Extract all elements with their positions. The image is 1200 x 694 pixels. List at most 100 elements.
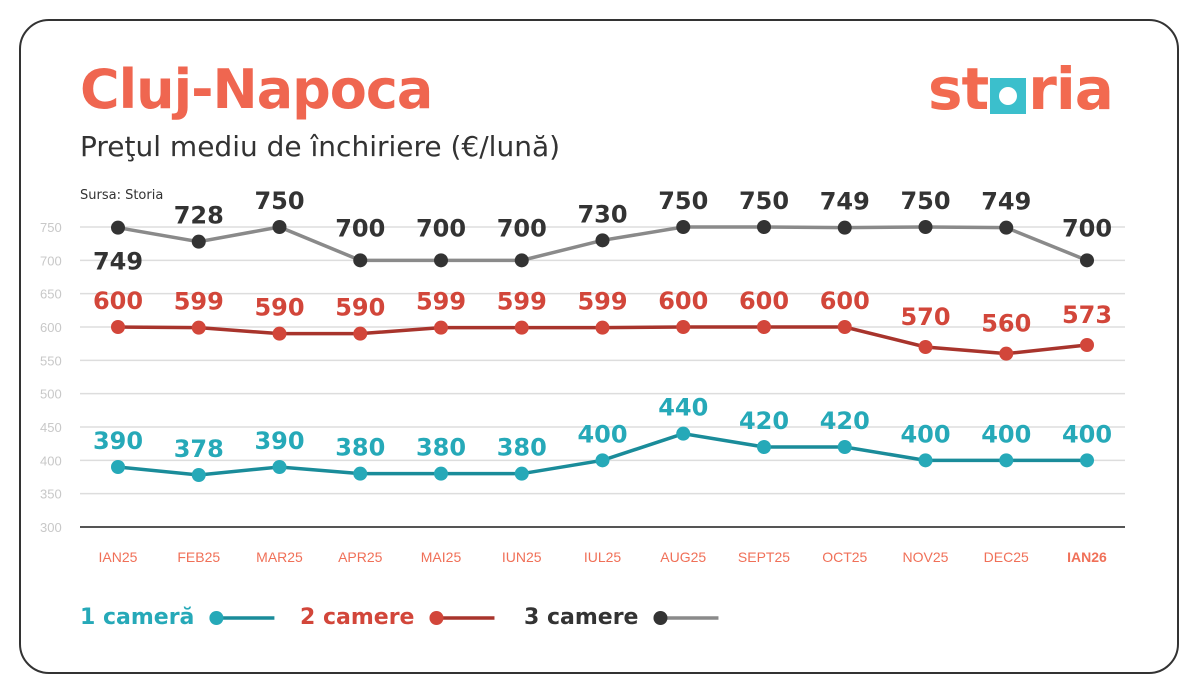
x-tick-label: AUG25 [660, 549, 706, 565]
y-tick-label: 600 [40, 320, 62, 335]
source-note: Sursa: Storia [80, 188, 164, 203]
data-label: 560 [981, 310, 1031, 338]
data-label: 390 [254, 427, 304, 455]
x-tick-label: IUN25 [502, 549, 542, 565]
x-tick-label: OCT25 [822, 549, 867, 565]
y-tick-label: 550 [40, 353, 62, 368]
x-tick-label: IAN25 [99, 549, 138, 565]
data-point [676, 320, 691, 334]
y-tick-label: 700 [40, 253, 62, 268]
data-label: 728 [174, 202, 224, 230]
data-point [595, 453, 610, 468]
data-point [1080, 453, 1094, 468]
legend-marker [209, 611, 224, 625]
data-label: 599 [497, 288, 547, 316]
data-point [837, 320, 852, 334]
data-point [434, 466, 448, 481]
data-label: 400 [577, 420, 627, 448]
x-tick-label: IAN26 [1067, 549, 1107, 565]
data-point [353, 253, 368, 268]
data-point [757, 320, 771, 334]
data-label: 730 [577, 200, 627, 228]
data-label: 420 [820, 407, 870, 435]
data-label: 599 [577, 288, 627, 316]
data-point [434, 320, 448, 335]
data-point [272, 460, 287, 474]
data-point [595, 233, 610, 248]
data-label: 750 [658, 187, 708, 215]
data-label: 700 [416, 214, 466, 242]
y-tick-label: 750 [40, 220, 62, 235]
data-label: 380 [416, 434, 466, 462]
data-point [111, 220, 125, 235]
data-label: 570 [900, 303, 950, 331]
data-label: 749 [93, 248, 143, 276]
data-label: 440 [658, 394, 708, 422]
data-label: 420 [739, 407, 789, 435]
data-label: 749 [981, 188, 1031, 216]
data-label: 400 [900, 420, 950, 448]
data-label: 750 [254, 187, 304, 215]
logo-text-start: st [928, 55, 989, 123]
data-point [191, 320, 206, 335]
data-label: 390 [93, 427, 143, 455]
data-label: 590 [254, 294, 304, 322]
logo-square-o [990, 78, 1027, 114]
data-label: 400 [1062, 420, 1112, 448]
y-tick-label: 400 [40, 453, 62, 468]
data-label: 600 [820, 287, 870, 315]
data-point [918, 220, 933, 234]
data-label: 700 [335, 214, 385, 242]
data-label: 700 [1062, 214, 1112, 242]
data-point [999, 220, 1014, 235]
legend-label-2: 2 camere [300, 605, 414, 630]
x-tick-label: IUL25 [584, 549, 622, 565]
storia-logo: st ria [928, 55, 1114, 123]
data-point [111, 460, 125, 474]
data-point [918, 340, 933, 354]
data-label: 380 [497, 434, 547, 462]
data-label: 378 [174, 435, 224, 463]
chart-title: Cluj-Napoca [80, 58, 433, 121]
data-label: 600 [739, 287, 789, 315]
data-point [999, 453, 1014, 468]
data-point [999, 346, 1014, 361]
data-point [1080, 253, 1094, 268]
data-label: 749 [820, 188, 870, 216]
data-point [111, 320, 125, 334]
data-point [434, 253, 448, 268]
data-label: 750 [900, 187, 950, 215]
logo-text-end: ria [1028, 55, 1114, 123]
y-tick-label: 500 [40, 387, 62, 402]
data-label: 400 [981, 420, 1031, 448]
y-tick-label: 300 [40, 520, 62, 535]
data-label: 380 [335, 434, 385, 462]
data-point [918, 453, 933, 468]
data-label: 700 [497, 214, 547, 242]
data-point [191, 468, 206, 482]
data-point [1080, 338, 1094, 352]
data-point [676, 220, 691, 234]
data-point [757, 440, 771, 454]
data-label: 573 [1062, 301, 1112, 329]
data-point [514, 253, 529, 268]
y-tick-label: 350 [40, 487, 62, 502]
data-point [272, 326, 287, 341]
data-label: 599 [416, 288, 466, 316]
x-tick-label: DEC25 [984, 549, 1029, 565]
x-tick-label: MAI25 [421, 549, 462, 565]
x-tick-label: MAR25 [256, 549, 303, 565]
legend-label-3: 3 camere [524, 605, 638, 630]
data-point [353, 466, 368, 481]
data-point [272, 220, 287, 234]
data-point [514, 320, 529, 335]
data-label: 599 [174, 288, 224, 316]
y-tick-label: 450 [40, 420, 62, 435]
y-tick-label: 650 [40, 287, 62, 302]
data-label: 750 [739, 187, 789, 215]
legend-marker [653, 611, 668, 625]
data-label: 600 [658, 287, 708, 315]
data-point [837, 220, 852, 235]
